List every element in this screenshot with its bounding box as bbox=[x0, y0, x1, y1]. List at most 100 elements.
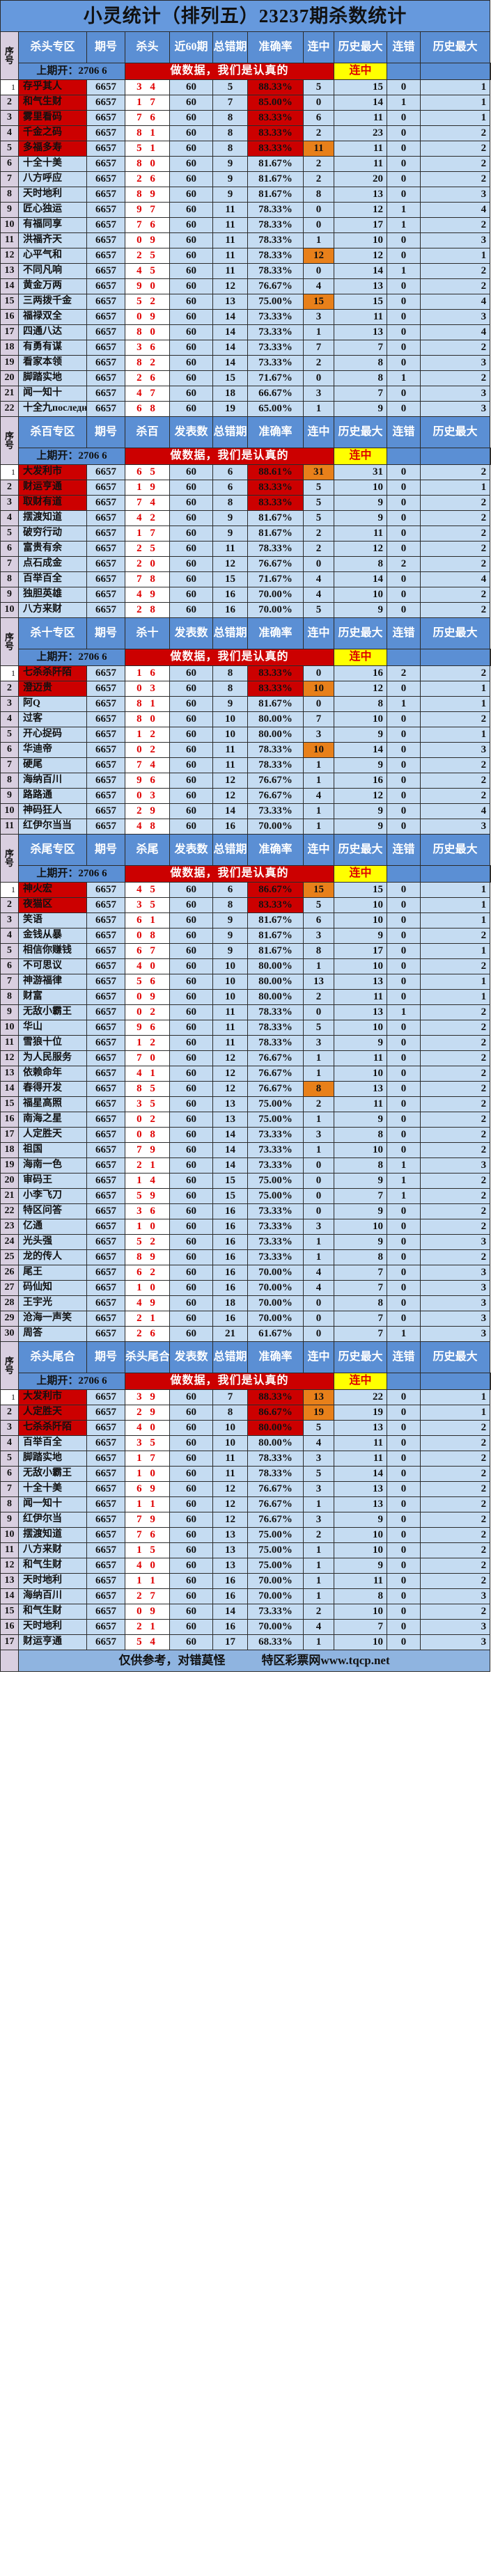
table-row[interactable]: 26 尾王 6657 6 2 60 16 70.00% 4 7 0 3 bbox=[0, 1265, 491, 1281]
table-row[interactable]: 2 夜猫区 6657 3 5 60 8 83.33% 5 10 0 1 bbox=[0, 897, 491, 913]
table-row[interactable]: 14 黄金万两 6657 9 0 60 12 76.67% 4 13 0 2 bbox=[0, 278, 491, 294]
table-row[interactable]: 20 脚踏实地 6657 2 6 60 15 71.67% 0 8 1 2 bbox=[0, 370, 491, 386]
table-row[interactable]: 14 春得开发 6657 8 5 60 12 76.67% 8 13 0 2 bbox=[0, 1081, 491, 1097]
row-name[interactable]: 依赖命年 bbox=[18, 1066, 87, 1082]
row-name[interactable]: 人定胜天 bbox=[18, 1405, 87, 1421]
row-name[interactable]: 亿通 bbox=[18, 1219, 87, 1235]
row-name[interactable]: 海纳百川 bbox=[18, 773, 87, 789]
row-name[interactable]: 码仙知 bbox=[18, 1280, 87, 1296]
table-row[interactable]: 13 不同凡响 6657 4 5 60 11 78.33% 0 14 1 2 bbox=[0, 263, 491, 279]
table-row[interactable]: 7 神游福律 6657 5 6 60 10 80.00% 13 13 0 1 bbox=[0, 974, 491, 990]
table-row[interactable]: 19 看家本领 6657 8 2 60 14 73.33% 2 8 0 3 bbox=[0, 355, 491, 371]
table-row[interactable]: 18 祖国 6657 7 9 60 14 73.33% 1 10 0 2 bbox=[0, 1142, 491, 1158]
table-row[interactable]: 8 海纳百川 6657 9 6 60 12 76.67% 1 16 0 2 bbox=[0, 773, 491, 789]
table-row[interactable]: 22 特区问答 6657 3 6 60 16 73.33% 0 9 0 2 bbox=[0, 1203, 491, 1219]
row-name[interactable]: 八方来财 bbox=[18, 602, 87, 618]
table-row[interactable]: 12 心平气和 6657 2 5 60 11 78.33% 12 12 0 1 bbox=[0, 248, 491, 264]
table-row[interactable]: 12 和气生财 6657 4 0 60 13 75.00% 1 9 0 2 bbox=[0, 1558, 491, 1574]
table-row[interactable]: 1 大发利市 6657 6 5 60 6 88.61% 31 31 0 2 bbox=[0, 464, 491, 480]
table-row[interactable]: 29 沧海一声笑 6657 2 1 60 16 70.00% 0 7 0 3 bbox=[0, 1311, 491, 1327]
table-row[interactable]: 17 四通八达 6657 8 0 60 14 73.33% 1 13 0 4 bbox=[0, 324, 491, 340]
row-name[interactable]: 和气生财 bbox=[18, 1558, 87, 1574]
row-name[interactable]: 神火宏 bbox=[18, 882, 87, 898]
row-name[interactable]: 神码狂人 bbox=[18, 803, 87, 819]
row-name[interactable]: 春得开发 bbox=[18, 1081, 87, 1097]
table-row[interactable]: 3 七杀杀阡陌 6657 4 0 60 10 80.00% 5 13 0 2 bbox=[0, 1420, 491, 1436]
row-name[interactable]: 摆渡知道 bbox=[18, 510, 87, 526]
row-name[interactable]: 华迪帝 bbox=[18, 742, 87, 758]
row-name[interactable]: 审码王 bbox=[18, 1173, 87, 1189]
row-name[interactable]: 不可思议 bbox=[18, 958, 87, 974]
row-name[interactable]: 阿Q bbox=[18, 696, 87, 712]
row-name[interactable]: 百举百全 bbox=[18, 571, 87, 587]
table-row[interactable]: 4 千金之码 6657 8 1 60 8 83.33% 2 23 0 2 bbox=[0, 125, 491, 141]
table-row[interactable]: 10 有福同享 6657 7 6 60 11 78.33% 0 17 1 2 bbox=[0, 217, 491, 233]
table-row[interactable]: 9 无敌小霸王 6657 0 2 60 11 78.33% 0 13 1 2 bbox=[0, 1004, 491, 1020]
row-name[interactable]: 七杀杀阡陌 bbox=[18, 665, 87, 681]
table-row[interactable]: 6 不可思议 6657 4 0 60 10 80.00% 1 10 0 2 bbox=[0, 958, 491, 974]
row-name[interactable]: 八方来财 bbox=[18, 1542, 87, 1558]
row-name[interactable]: 龙的传人 bbox=[18, 1249, 87, 1265]
row-name[interactable]: 财富 bbox=[18, 989, 87, 1005]
table-row[interactable]: 1 七杀杀阡陌 6657 1 6 60 8 83.33% 0 16 2 2 bbox=[0, 665, 491, 681]
row-name[interactable]: 和气生财 bbox=[18, 95, 87, 111]
row-name[interactable]: 富贵有余 bbox=[18, 541, 87, 557]
table-row[interactable]: 15 三两拨千金 6657 5 2 60 13 75.00% 15 15 0 4 bbox=[0, 294, 491, 310]
table-row[interactable]: 5 开心捉码 6657 1 2 60 10 80.00% 3 9 0 1 bbox=[0, 727, 491, 743]
row-name[interactable]: 红伊尔当 bbox=[18, 1512, 87, 1528]
row-name[interactable]: 存乎其人 bbox=[18, 79, 87, 95]
row-name[interactable]: 不同凡响 bbox=[18, 263, 87, 279]
row-name[interactable]: 三两拨千金 bbox=[18, 294, 87, 310]
row-name[interactable]: 十全十美 bbox=[18, 1481, 87, 1497]
row-name[interactable]: 匠心独运 bbox=[18, 202, 87, 218]
table-row[interactable]: 11 红伊尔当当 6657 4 8 60 16 70.00% 1 9 0 3 bbox=[0, 819, 491, 835]
table-row[interactable]: 1 存乎其人 6657 3 4 60 5 88.33% 5 15 0 1 bbox=[0, 79, 491, 95]
table-row[interactable]: 5 多福多寿 6657 5 1 60 8 83.33% 11 11 0 2 bbox=[0, 141, 491, 157]
row-name[interactable]: 王宇光 bbox=[18, 1295, 87, 1311]
table-row[interactable]: 5 相信你赚钱 6657 6 7 60 9 81.67% 8 17 0 1 bbox=[0, 943, 491, 959]
table-row[interactable]: 3 雾里看码 6657 7 6 60 8 83.33% 6 11 0 1 bbox=[0, 110, 491, 126]
table-row[interactable]: 18 有勇有谋 6657 3 6 60 14 73.33% 7 7 0 2 bbox=[0, 340, 491, 356]
table-row[interactable]: 24 光头强 6657 5 2 60 16 73.33% 1 9 0 3 bbox=[0, 1234, 491, 1250]
row-name[interactable]: 洪福齐天 bbox=[18, 232, 87, 248]
row-name[interactable]: 脚踏实地 bbox=[18, 1451, 87, 1467]
table-row[interactable]: 9 红伊尔当 6657 7 9 60 12 76.67% 3 9 0 2 bbox=[0, 1512, 491, 1528]
table-row[interactable]: 4 摆渡知道 6657 4 2 60 9 81.67% 5 9 0 2 bbox=[0, 510, 491, 526]
table-row[interactable]: 9 路路通 6657 0 3 60 12 76.67% 4 12 0 2 bbox=[0, 788, 491, 804]
table-row[interactable]: 7 点石成金 6657 2 0 60 12 76.67% 0 8 2 2 bbox=[0, 556, 491, 572]
table-row[interactable]: 1 神火宏 6657 4 5 60 6 86.67% 15 15 0 1 bbox=[0, 882, 491, 898]
table-row[interactable]: 13 天时地利 6657 1 1 60 16 70.00% 1 11 0 2 bbox=[0, 1573, 491, 1589]
table-row[interactable]: 7 十全十美 6657 6 9 60 12 76.67% 3 13 0 2 bbox=[0, 1481, 491, 1497]
table-row[interactable]: 8 闻一知十 6657 1 1 60 12 76.67% 1 13 0 2 bbox=[0, 1496, 491, 1512]
row-name[interactable]: 路路通 bbox=[18, 788, 87, 804]
row-name[interactable]: 硬尾 bbox=[18, 757, 87, 773]
table-row[interactable]: 8 财富 6657 0 9 60 10 80.00% 2 11 0 1 bbox=[0, 989, 491, 1005]
row-name[interactable]: 雾里看码 bbox=[18, 110, 87, 126]
table-row[interactable]: 10 摆渡知道 6657 7 6 60 13 75.00% 2 10 0 2 bbox=[0, 1527, 491, 1543]
row-name[interactable]: 取财有道 bbox=[18, 495, 87, 511]
table-row[interactable]: 9 独胆英雄 6657 4 9 60 16 70.00% 4 10 0 2 bbox=[0, 587, 491, 603]
row-name[interactable]: 特区问答 bbox=[18, 1203, 87, 1219]
table-row[interactable]: 3 取财有道 6657 7 4 60 8 83.33% 5 9 0 2 bbox=[0, 495, 491, 511]
table-row[interactable]: 30 周答 6657 2 6 60 21 61.67% 0 7 1 3 bbox=[0, 1326, 491, 1342]
table-row[interactable]: 7 硬尾 6657 7 4 60 11 78.33% 1 9 0 2 bbox=[0, 757, 491, 773]
row-name[interactable]: 七杀杀阡陌 bbox=[18, 1420, 87, 1436]
row-name[interactable]: 小李飞刀 bbox=[18, 1188, 87, 1204]
row-name[interactable]: 财运亨通 bbox=[18, 1634, 87, 1650]
table-row[interactable]: 12 为人民服务 6657 7 0 60 12 76.67% 1 11 0 2 bbox=[0, 1050, 491, 1066]
table-row[interactable]: 3 笑语 6657 6 1 60 9 81.67% 6 10 0 1 bbox=[0, 912, 491, 929]
table-row[interactable]: 15 和气生财 6657 0 9 60 14 73.33% 2 10 0 2 bbox=[0, 1604, 491, 1620]
row-name[interactable]: 周答 bbox=[18, 1326, 87, 1342]
table-row[interactable]: 8 天时地利 6657 8 9 60 9 81.67% 8 13 0 3 bbox=[0, 187, 491, 203]
table-row[interactable]: 4 金钱从暴 6657 0 8 60 9 81.67% 3 9 0 2 bbox=[0, 928, 491, 944]
row-name[interactable]: 有福同享 bbox=[18, 217, 87, 233]
row-name[interactable]: 多福多寿 bbox=[18, 141, 87, 157]
table-row[interactable]: 3 阿Q 6657 8 1 60 9 81.67% 0 8 1 1 bbox=[0, 696, 491, 712]
row-name[interactable]: 为人民服务 bbox=[18, 1050, 87, 1066]
table-row[interactable]: 8 百举百全 6657 7 8 60 15 71.67% 4 14 0 4 bbox=[0, 571, 491, 587]
row-name[interactable]: 笑语 bbox=[18, 912, 87, 929]
row-name[interactable]: 福禄双全 bbox=[18, 309, 87, 325]
table-row[interactable]: 6 无敌小霸王 6657 1 0 60 11 78.33% 5 14 0 2 bbox=[0, 1466, 491, 1482]
row-name[interactable]: 天时地利 bbox=[18, 1619, 87, 1635]
table-row[interactable]: 9 匠心独运 6657 9 7 60 11 78.33% 0 12 1 4 bbox=[0, 202, 491, 218]
